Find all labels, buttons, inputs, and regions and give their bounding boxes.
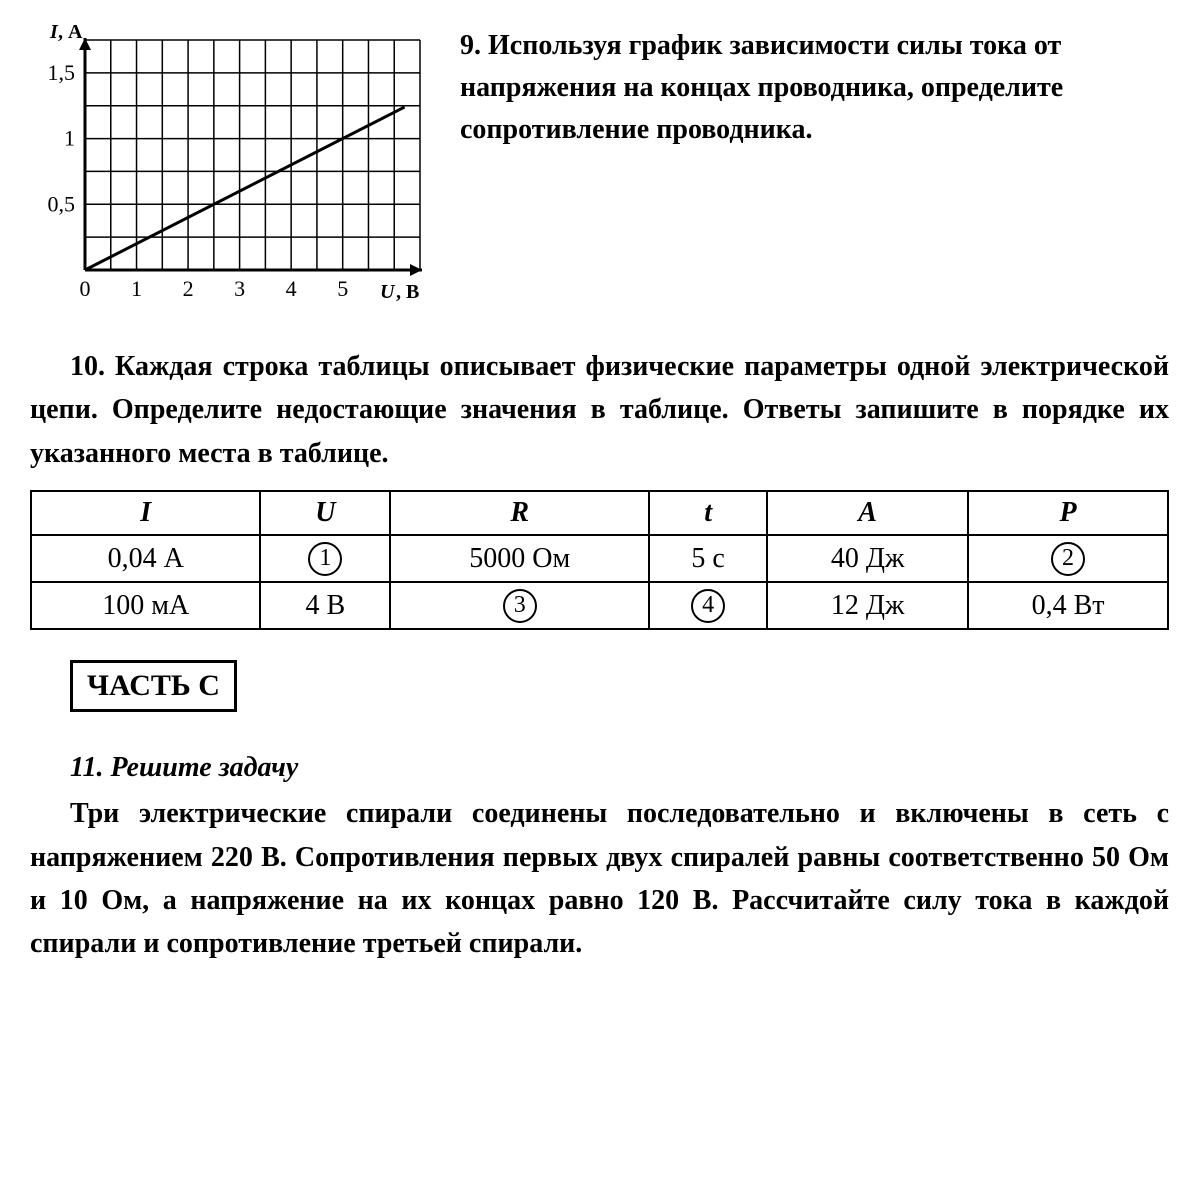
circled-blank: 4 <box>691 589 725 623</box>
svg-text:3: 3 <box>234 276 245 301</box>
circled-blank: 3 <box>503 589 537 623</box>
svg-text:1: 1 <box>131 276 142 301</box>
q10-text: 10. Каждая строка таблицы описывает физи… <box>30 345 1169 475</box>
table-cell: 100 мА <box>31 582 260 629</box>
svg-text:, В: , В <box>396 281 419 303</box>
q10-body: Каждая строка таблицы описывает физическ… <box>30 351 1169 469</box>
svg-text:1: 1 <box>64 126 75 151</box>
table-cell: 1 <box>260 535 390 582</box>
q11-body: Три электрические спирали соединены посл… <box>30 792 1169 966</box>
table-row: 0,04 А 1 5000 Ом5 с40 Дж 2 <box>31 535 1168 582</box>
table-cell: 4 В <box>260 582 390 629</box>
circled-blank: 2 <box>1051 542 1085 576</box>
table-header: U <box>260 491 390 535</box>
svg-text:5: 5 <box>337 276 348 301</box>
table-cell: 5 с <box>649 535 767 582</box>
svg-text:U: U <box>380 281 396 303</box>
table-header: I <box>31 491 260 535</box>
svg-text:2: 2 <box>183 276 194 301</box>
table-cell: 4 <box>649 582 767 629</box>
part-c-label: ЧАСТЬ С <box>70 660 237 712</box>
svg-text:4: 4 <box>286 276 297 301</box>
table-header: t <box>649 491 767 535</box>
table-header: A <box>767 491 968 535</box>
q9-body: Используя график зависимости силы тока о… <box>460 30 1063 145</box>
table-cell: 12 Дж <box>767 582 968 629</box>
table-row: 100 мА4 В 3 4 12 Дж0,4 Вт <box>31 582 1168 629</box>
svg-text:0: 0 <box>80 276 91 301</box>
table-cell: 40 Дж <box>767 535 968 582</box>
svg-text:, А: , А <box>58 21 83 43</box>
q10-table: IURtAP 0,04 А 1 5000 Ом5 с40 Дж 2 100 мА4 В 3… <box>30 490 1169 630</box>
q9-number: 9. <box>460 30 481 61</box>
svg-text:0,5: 0,5 <box>48 191 76 216</box>
q9-chart: 0,511,5012345I, АU, В <box>30 20 430 325</box>
table-header: R <box>390 491 649 535</box>
q10-number: 10. <box>70 351 105 382</box>
table-cell: 5000 Ом <box>390 535 649 582</box>
svg-text:1,5: 1,5 <box>48 60 76 85</box>
q11-title: 11. Решите задачу <box>30 752 1169 784</box>
table-cell: 2 <box>968 535 1168 582</box>
q9-text: 9. Используя график зависимости силы ток… <box>460 20 1169 325</box>
table-header: P <box>968 491 1168 535</box>
table-cell: 0,04 А <box>31 535 260 582</box>
table-cell: 3 <box>390 582 649 629</box>
circled-blank: 1 <box>308 542 342 576</box>
table-cell: 0,4 Вт <box>968 582 1168 629</box>
